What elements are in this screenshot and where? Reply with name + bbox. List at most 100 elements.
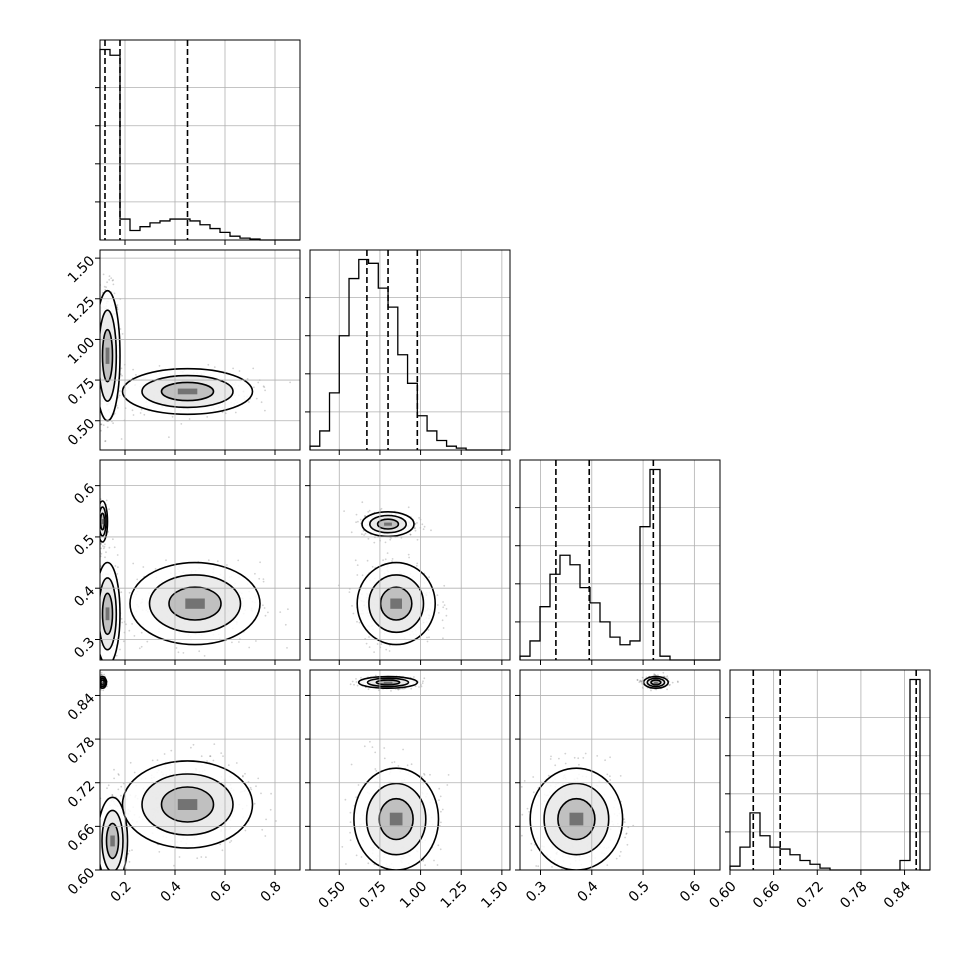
scatter-point	[92, 320, 94, 322]
scatter-point	[107, 875, 109, 877]
scatter-point	[409, 533, 412, 536]
scatter-point	[641, 679, 644, 682]
scatter-point	[443, 584, 446, 587]
scatter-point	[420, 685, 423, 688]
scatter-point	[109, 676, 111, 678]
scatter-point	[349, 811, 352, 814]
scatter-point	[676, 680, 679, 683]
scatter-point	[98, 521, 100, 523]
scatter-point	[422, 680, 424, 683]
scatter-point	[389, 644, 391, 647]
scatter-point	[117, 872, 119, 874]
scatter-point	[261, 828, 264, 831]
scatter-point	[248, 401, 250, 403]
scatter-point	[388, 903, 390, 905]
scatter-point	[113, 292, 116, 295]
scatter-point	[442, 606, 445, 609]
scatter-point	[96, 534, 98, 536]
scatter-point	[198, 650, 201, 653]
scatter-point	[151, 759, 154, 762]
scatter-point	[98, 684, 100, 686]
scatter-point	[360, 676, 362, 679]
scatter-point	[104, 556, 106, 559]
scatter-point	[366, 559, 369, 562]
scatter-point	[221, 849, 224, 852]
scatter-point	[96, 684, 98, 686]
scatter-point	[353, 683, 355, 686]
scatter-point	[407, 667, 409, 669]
scatter-point	[380, 507, 383, 510]
scatter-point	[118, 774, 120, 776]
scatter-point	[94, 415, 96, 417]
scatter-point	[259, 561, 261, 564]
scatter-point	[410, 687, 413, 690]
scatter-point	[375, 770, 378, 772]
scatter-point	[410, 763, 413, 766]
scatter-point	[108, 278, 111, 281]
scatter-point	[360, 856, 363, 858]
scatter-point	[222, 755, 224, 757]
scatter-point	[404, 878, 406, 880]
density-peak	[105, 607, 110, 621]
scatter-point	[182, 652, 185, 654]
scatter-point	[102, 273, 105, 276]
scatter-point	[377, 689, 380, 692]
pair-panel-1-2-grid	[305, 460, 510, 665]
scatter-point	[443, 604, 446, 606]
scatter-point	[136, 878, 138, 880]
scatter-point	[94, 314, 96, 316]
scatter-point	[423, 677, 426, 680]
scatter-point	[128, 591, 131, 594]
scatter-point	[93, 362, 95, 364]
scatter-point	[363, 534, 365, 536]
scatter-point	[367, 537, 370, 540]
scatter-point	[235, 762, 238, 764]
scatter-point	[117, 788, 120, 791]
scatter-point	[100, 674, 103, 676]
scatter-point	[97, 602, 99, 604]
hist-panel-1-histogram	[309, 258, 506, 451]
scatter-point	[139, 412, 142, 414]
hist-panel-2-frame	[519, 459, 721, 661]
scatter-point	[414, 527, 416, 529]
scatter-point	[234, 411, 237, 414]
scatter-point	[426, 636, 428, 639]
scatter-point	[361, 501, 364, 504]
scatter-point	[391, 761, 393, 764]
scatter-point	[416, 522, 418, 524]
scatter-point	[116, 304, 119, 306]
scatter-point	[423, 525, 426, 528]
scatter-point	[230, 840, 233, 842]
scatter-point	[165, 559, 167, 562]
scatter-point	[100, 423, 103, 426]
scatter-point	[359, 518, 362, 521]
scatter-point	[414, 523, 417, 525]
scatter-point	[423, 774, 426, 776]
scatter-point	[438, 799, 440, 801]
pair-panel-1-2	[337, 501, 448, 669]
pair-panel-0-1-frame	[99, 249, 301, 451]
scatter-point	[114, 677, 116, 679]
scatter-point	[120, 367, 123, 370]
scatter-point	[138, 647, 141, 650]
scatter-point	[363, 745, 366, 748]
scatter-point	[103, 673, 105, 676]
scatter-point	[253, 802, 256, 805]
scatter-point	[391, 558, 394, 560]
scatter-point	[97, 394, 99, 396]
scatter-point	[407, 553, 410, 556]
pair-panel-2-3	[520, 671, 679, 870]
scatter-point	[146, 640, 149, 643]
scatter-point	[94, 517, 96, 519]
scatter-point	[640, 681, 643, 683]
scatter-point	[96, 526, 98, 528]
scatter-point	[393, 881, 395, 883]
scatter-point	[387, 877, 389, 879]
scatter-point	[206, 760, 208, 762]
scatter-point	[227, 764, 230, 766]
scatter-point	[101, 667, 103, 669]
scatter-point	[209, 755, 211, 757]
scatter-point	[207, 559, 210, 562]
scatter-point	[429, 773, 431, 776]
